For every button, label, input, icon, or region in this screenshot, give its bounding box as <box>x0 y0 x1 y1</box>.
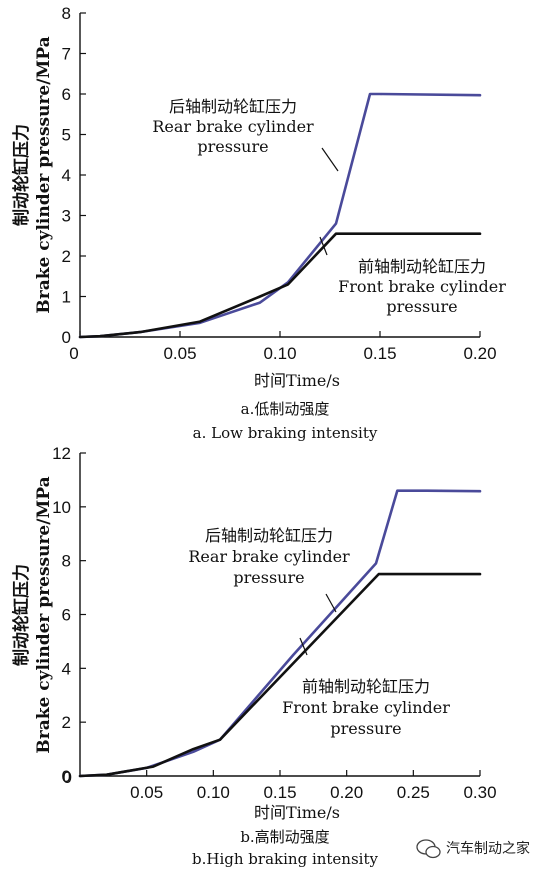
annotation-line: 后轴制动轮缸压力 <box>205 526 333 545</box>
x-tick-label: 0 <box>69 344 78 363</box>
rear-annotation: 后轴制动轮缸压力 Rear brake cylinder pressure <box>188 526 350 613</box>
caption-en: b.High braking intensity <box>192 850 378 868</box>
x-tick-label: 0.30 <box>463 783 496 802</box>
annotation-line: pressure <box>233 568 304 587</box>
annotation-pointer <box>299 637 308 656</box>
x-tick-label: 0.05 <box>163 344 196 363</box>
x-tick-label: 0.25 <box>397 783 430 802</box>
x-tick-label: 0.10 <box>197 783 230 802</box>
annotation-line: 后轴制动轮缸压力 <box>169 97 297 116</box>
y-axis-label-cn: 制动轮缸压力 <box>11 564 32 666</box>
y-tick-label: 0 <box>62 767 71 786</box>
y-tick-label: 7 <box>62 45 71 64</box>
y-tick-label: 6 <box>62 85 71 104</box>
y-tick-label: 12 <box>52 444 71 463</box>
y-tick-label: 0 <box>62 328 71 347</box>
annotation-pointer <box>321 147 339 172</box>
x-tick-label: 0.20 <box>330 783 363 802</box>
front-annotation: 前轴制动轮缸压力 Front brake cylinder pressure <box>282 637 450 738</box>
wechat-icon <box>416 839 441 859</box>
x-tick-label: 0.15 <box>363 344 396 363</box>
y-tick-label: 5 <box>62 126 71 145</box>
x-tick-label: 0.10 <box>263 344 296 363</box>
x-axis-label: 时间Time/s <box>254 803 340 822</box>
annotation-line: Rear brake cylinder <box>188 547 350 566</box>
x-axis-label: 时间Time/s <box>254 371 340 390</box>
annotation-line: pressure <box>197 137 268 156</box>
caption-cn: a.低制动强度 <box>241 400 330 418</box>
watermark: 汽车制动之家 <box>416 839 530 859</box>
front-pressure-line <box>78 572 482 778</box>
annotation-line: 前轴制动轮缸压力 <box>358 257 486 276</box>
annotation-line: Rear brake cylinder <box>152 117 314 136</box>
annotation-pointer <box>325 593 337 613</box>
y-tick-label: 4 <box>62 659 71 678</box>
y-tick-label: 8 <box>62 552 71 571</box>
y-tick-label: 2 <box>62 247 71 266</box>
y-tick-label: 3 <box>62 207 71 226</box>
y-axis-label-en: Brake cylinder pressure/MPa <box>34 36 54 313</box>
x-tick-label: 0.05 <box>130 783 163 802</box>
annotation-line: Front brake cylinder <box>338 277 506 296</box>
y-axis-label-cn: 制动轮缸压力 <box>11 124 32 226</box>
y-tick-label: 10 <box>52 498 71 517</box>
annotation-line: Front brake cylinder <box>282 698 450 717</box>
x-tick-label: 0 <box>63 768 72 787</box>
x-tick-label: 0.20 <box>463 344 496 363</box>
y-tick-label: 6 <box>62 606 71 625</box>
caption-en: a. Low braking intensity <box>193 424 378 442</box>
y-tick-label: 1 <box>62 288 71 307</box>
annotation-pointer <box>319 236 328 256</box>
y-axis-label-en: Brake cylinder pressure/MPa <box>34 476 54 753</box>
y-tick-label: 8 <box>62 4 71 23</box>
annotation-line: pressure <box>386 297 457 316</box>
watermark-text: 汽车制动之家 <box>446 840 530 857</box>
y-tick-label: 2 <box>62 713 71 732</box>
y-tick-label: 4 <box>62 166 71 185</box>
x-tick-label: 0.15 <box>263 783 296 802</box>
front-pressure-line <box>78 232 482 339</box>
annotation-line: pressure <box>330 719 401 738</box>
caption-cn: b.高制动强度 <box>240 828 329 846</box>
annotation-line: 前轴制动轮缸压力 <box>302 677 430 696</box>
